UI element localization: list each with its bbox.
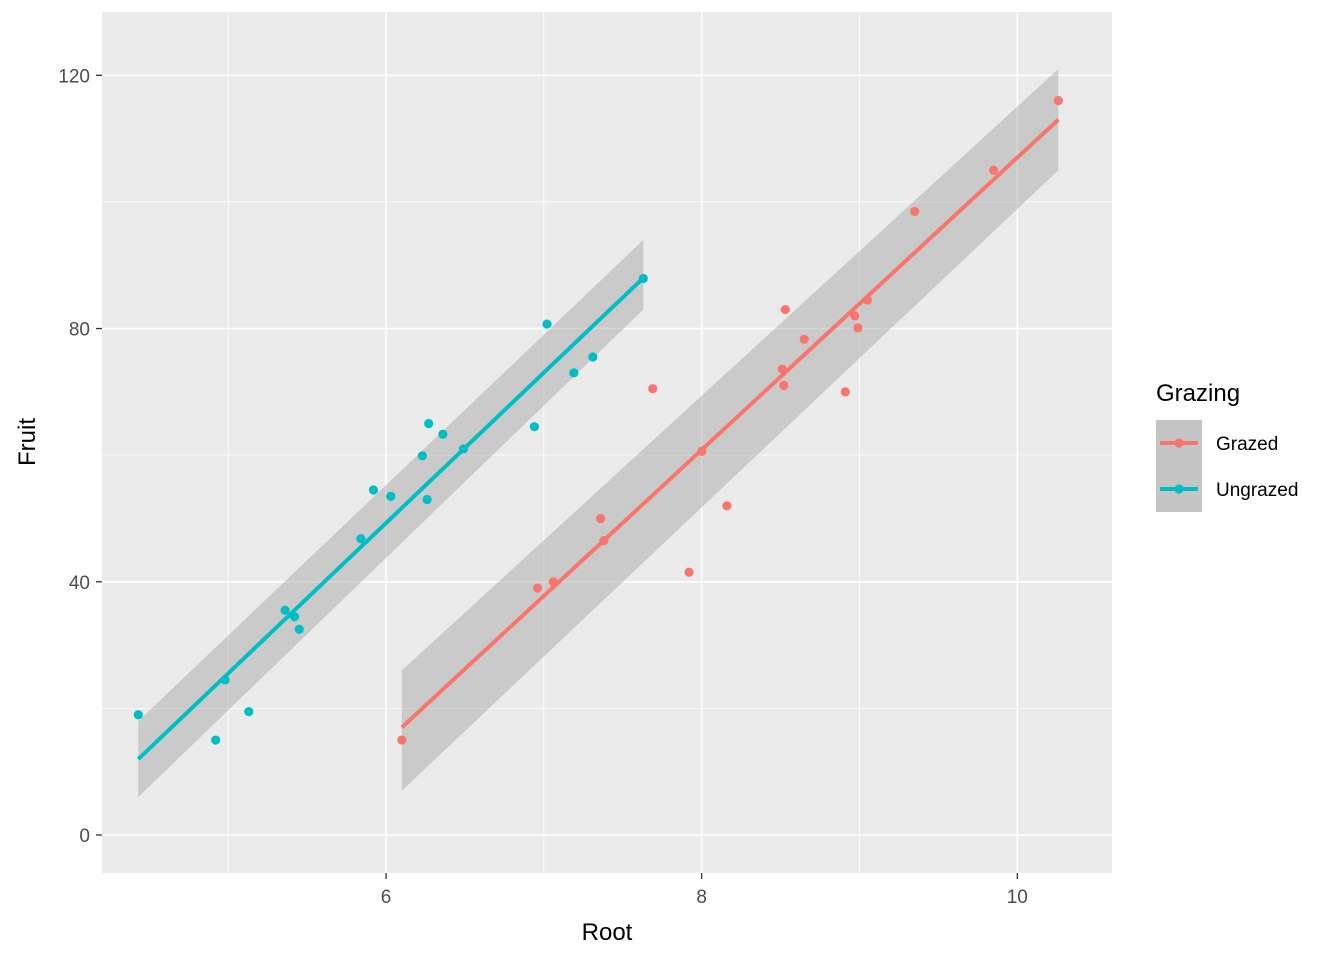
point-ungrazed [133,710,143,720]
fit-lines [136,118,1060,761]
major-gridlines [102,12,1112,873]
point-grazed [532,583,543,593]
y-axis-ticks: 0 40 80 120 [58,66,102,847]
point-grazed [780,304,790,315]
point-ungrazed [244,706,254,717]
point-ungrazed [529,422,540,432]
point-grazed [648,384,658,394]
point-grazed [840,387,850,397]
fit-line-grazed [400,118,1060,729]
x-tick-label: 8 [696,887,707,908]
x-axis-ticks: 6 8 10 [381,873,1028,908]
point-ungrazed [386,491,396,501]
legend-title: Grazing [1156,380,1240,407]
point-grazed [910,206,920,217]
y-tick-label: 80 [69,320,90,341]
point-ungrazed [542,319,552,329]
legend: Grazing Grazed Ungrazed [1156,380,1298,512]
y-tick-label: 0 [79,826,90,847]
legend-label: Ungrazed [1216,480,1298,501]
point-ungrazed [294,624,304,634]
x-tick-label: 10 [1007,887,1028,908]
point-ungrazed [368,485,379,495]
point-grazed [850,311,860,321]
point-grazed [1053,96,1063,106]
y-axis-title: Fruit [14,418,41,466]
minor-gridlines [102,12,1112,873]
point-ungrazed [438,429,448,439]
legend-label: Grazed [1216,434,1278,455]
point-ungrazed [422,494,432,505]
legend-key-point [1174,484,1184,494]
point-ungrazed [211,735,221,745]
point-ungrazed [569,368,579,378]
fit-line-ungrazed [136,276,645,761]
x-tick-label: 6 [381,887,392,908]
point-grazed [684,567,694,577]
point-ungrazed [356,534,366,544]
point-grazed [989,165,999,175]
point-ungrazed [280,605,290,615]
plot-panel [102,12,1112,873]
legend-key-point [1174,438,1184,448]
point-grazed [779,380,789,391]
point-grazed [596,513,606,524]
point-ungrazed [417,451,427,461]
point-ungrazed [424,418,434,429]
point-ungrazed [588,352,598,362]
point-grazed [722,501,732,511]
x-axis-title: Root [582,919,633,946]
point-grazed [853,323,863,333]
point-grazed [397,735,407,745]
point-grazed [799,334,809,344]
y-tick-label: 40 [69,573,90,594]
y-tick-label: 120 [58,66,90,87]
confidence-ribbon-grazed [401,68,1059,791]
